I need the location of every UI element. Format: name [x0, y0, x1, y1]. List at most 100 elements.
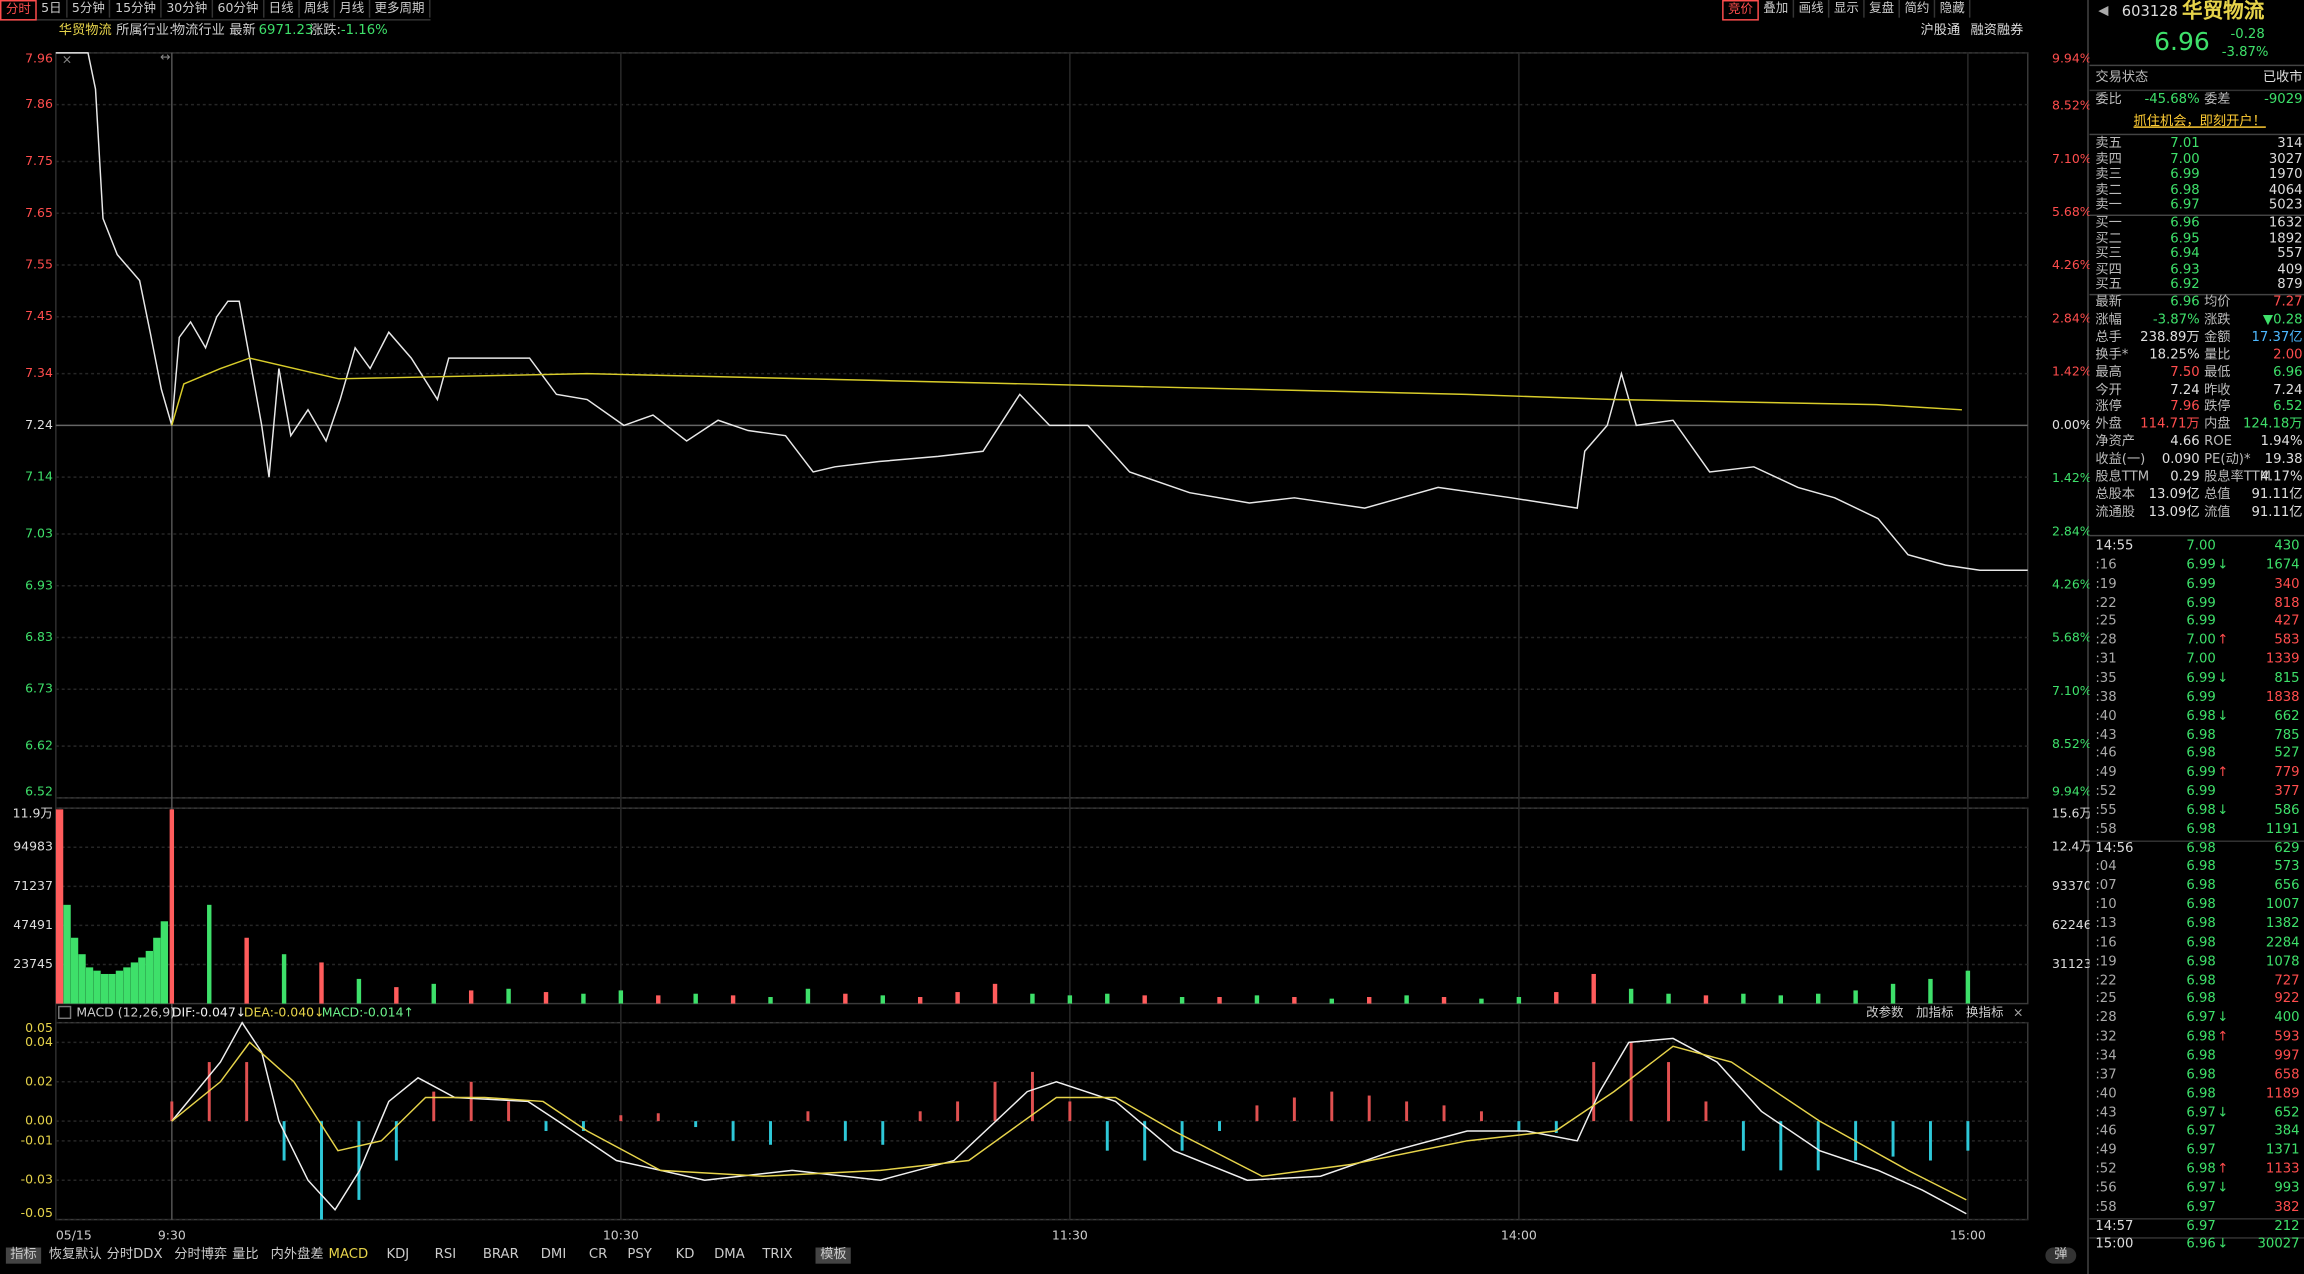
tool-tab[interactable]: 竞价 [1722, 0, 1759, 21]
link[interactable]: 融资融券 [1970, 23, 2024, 39]
tool-tab[interactable]: 叠加 [1759, 0, 1795, 18]
trade-time: :58 [2095, 1200, 2117, 1215]
volume-bar [356, 978, 362, 1004]
indicator-tab[interactable]: MACD [328, 1247, 369, 1263]
indicator-tab[interactable]: 指标 [5, 1247, 42, 1264]
tool-tab[interactable]: 复盘 [1865, 0, 1901, 18]
macd-bar [1554, 1121, 1558, 1133]
panel-button[interactable]: 加指标 [1916, 1005, 1953, 1020]
trade-time: :37 [2095, 1067, 2117, 1083]
period-tabs: 分时 5日 5分钟 15分钟 30分钟 60分钟 日线 周线 月线 更多周期 [0, 0, 431, 21]
y2-tick-label: 15.6万 [2052, 806, 2090, 821]
trade-time: :31 [2095, 652, 2117, 668]
macd-bar [544, 1121, 548, 1131]
y-tick-label: 71237 [13, 878, 53, 893]
indicator-tab[interactable]: TRIX [762, 1247, 793, 1263]
indicator-tab[interactable]: DMA [714, 1247, 745, 1263]
panel-button[interactable]: 改参数 [1866, 1005, 1904, 1020]
y2-tick-label: 2.84% [2052, 523, 2089, 538]
y2-tick-label: 7.10% [2052, 683, 2089, 698]
tool-tab[interactable]: 隐藏 [1935, 0, 1971, 18]
volume-bar [55, 809, 64, 1004]
trade-price: 6.99 [2186, 671, 2216, 687]
indicator-tab[interactable]: 内外盘差 [270, 1247, 324, 1263]
trade-time: :56 [2095, 1181, 2117, 1196]
macd-bar [918, 1111, 922, 1122]
indicator-tab[interactable]: 量比 [232, 1247, 259, 1263]
industry[interactable]: 物流行业 [171, 23, 225, 39]
book-price: 7.01 [2170, 136, 2200, 152]
trade-volume: 785 [2274, 728, 2300, 743]
volume-bar [1816, 993, 1821, 1004]
tool-tab[interactable]: 简约 [1900, 0, 1936, 18]
stat-label: 流通股 [2095, 505, 2136, 520]
indicator-tab[interactable]: CR [588, 1247, 608, 1263]
trade-time: :16 [2095, 558, 2117, 573]
trade-price: 6.98 [2186, 728, 2216, 743]
period-tab[interactable]: 60分钟 [213, 0, 265, 18]
period-tab[interactable]: 月线 [335, 0, 371, 18]
volume-bar [768, 997, 773, 1004]
stat-label: 总值 [2204, 487, 2231, 503]
y2-tick-label: 7.10% [2052, 151, 2089, 166]
promo-link[interactable]: 抓住机会，即刻开户！ [2133, 114, 2266, 130]
trade-volume: 212 [2274, 1218, 2300, 1234]
volume-bar [1404, 995, 1409, 1004]
y-tick-label: 7.55 [25, 257, 53, 272]
indicator-tab[interactable]: 分时DDX [106, 1247, 163, 1263]
indicator-tab[interactable]: 模板 [815, 1247, 852, 1264]
tool-tab[interactable]: 画线 [1794, 0, 1830, 18]
book-price: 6.98 [2170, 183, 2200, 199]
ratio-label: 委比 [2095, 92, 2122, 108]
prev-arrow[interactable]: ◀ [2098, 4, 2109, 20]
trade-price: 6.97 [2186, 1143, 2216, 1159]
book-price: 6.97 [2170, 198, 2200, 214]
panel-button[interactable]: 换指标 [1966, 1005, 2003, 1020]
y2-tick-label: 9.94% [2052, 50, 2089, 65]
link[interactable]: 沪股通 [1920, 23, 1961, 39]
indicator-tab[interactable]: 恢复默认 [48, 1247, 102, 1263]
period-tab[interactable]: 更多周期 [370, 0, 431, 18]
volume-bar [468, 990, 474, 1004]
popup-toggle[interactable]: 弹 [2045, 1247, 2077, 1264]
volume-bar [1928, 978, 1933, 1004]
period-tab[interactable]: 5分钟 [68, 0, 111, 18]
stat-value: 124.18万 [2243, 417, 2303, 433]
volume-bar [618, 990, 624, 1004]
macd-bar [1292, 1097, 1296, 1122]
indicator-tab[interactable]: KD [675, 1247, 695, 1263]
indicator-tab[interactable]: PSY [627, 1247, 652, 1263]
stock-code: 603128 [2121, 4, 2178, 21]
macd-bar [469, 1081, 473, 1122]
price-change: -0.28 [2230, 27, 2265, 43]
y-tick-label: 6.52 [25, 784, 53, 799]
indicator-tab[interactable]: RSI [434, 1247, 457, 1263]
indicator-tab[interactable]: KDJ [386, 1247, 410, 1263]
volume-bar [693, 993, 698, 1004]
indicator-tab[interactable]: 分时博弈 [174, 1247, 228, 1263]
y-tick-label: 0.00 [25, 1113, 53, 1128]
trade-time: 14:56 [2095, 841, 2134, 857]
tool-tab[interactable]: 显示 [1829, 0, 1865, 18]
period-tab[interactable]: 15分钟 [111, 0, 162, 18]
trade-price: 6.98 [2186, 916, 2216, 932]
resize-icon[interactable]: ↔ [160, 49, 170, 64]
stat-value: 114.71万 [2140, 417, 2200, 433]
close-button[interactable]: × [2013, 1005, 2023, 1020]
period-tab[interactable]: 分时 [0, 0, 37, 21]
trade-arrow: ↑ [2217, 765, 2229, 781]
period-tab[interactable]: 日线 [264, 0, 300, 18]
trade-volume: 1191 [2265, 822, 2300, 838]
period-tab[interactable]: 周线 [300, 0, 335, 18]
indicator-tab[interactable]: BRAR [482, 1247, 519, 1263]
period-tab[interactable]: 30分钟 [162, 0, 214, 18]
trade-time: :43 [2095, 1105, 2117, 1121]
help-icon[interactable] [58, 1005, 72, 1020]
indicator-tab[interactable]: DMI [540, 1247, 567, 1263]
volume-bar [1441, 997, 1447, 1004]
y-tick-label: 23745 [13, 956, 53, 971]
trade-volume: 1371 [2265, 1143, 2300, 1159]
volume-bar [93, 970, 101, 1004]
close-icon[interactable]: × [62, 52, 72, 67]
period-tab[interactable]: 5日 [37, 0, 68, 18]
